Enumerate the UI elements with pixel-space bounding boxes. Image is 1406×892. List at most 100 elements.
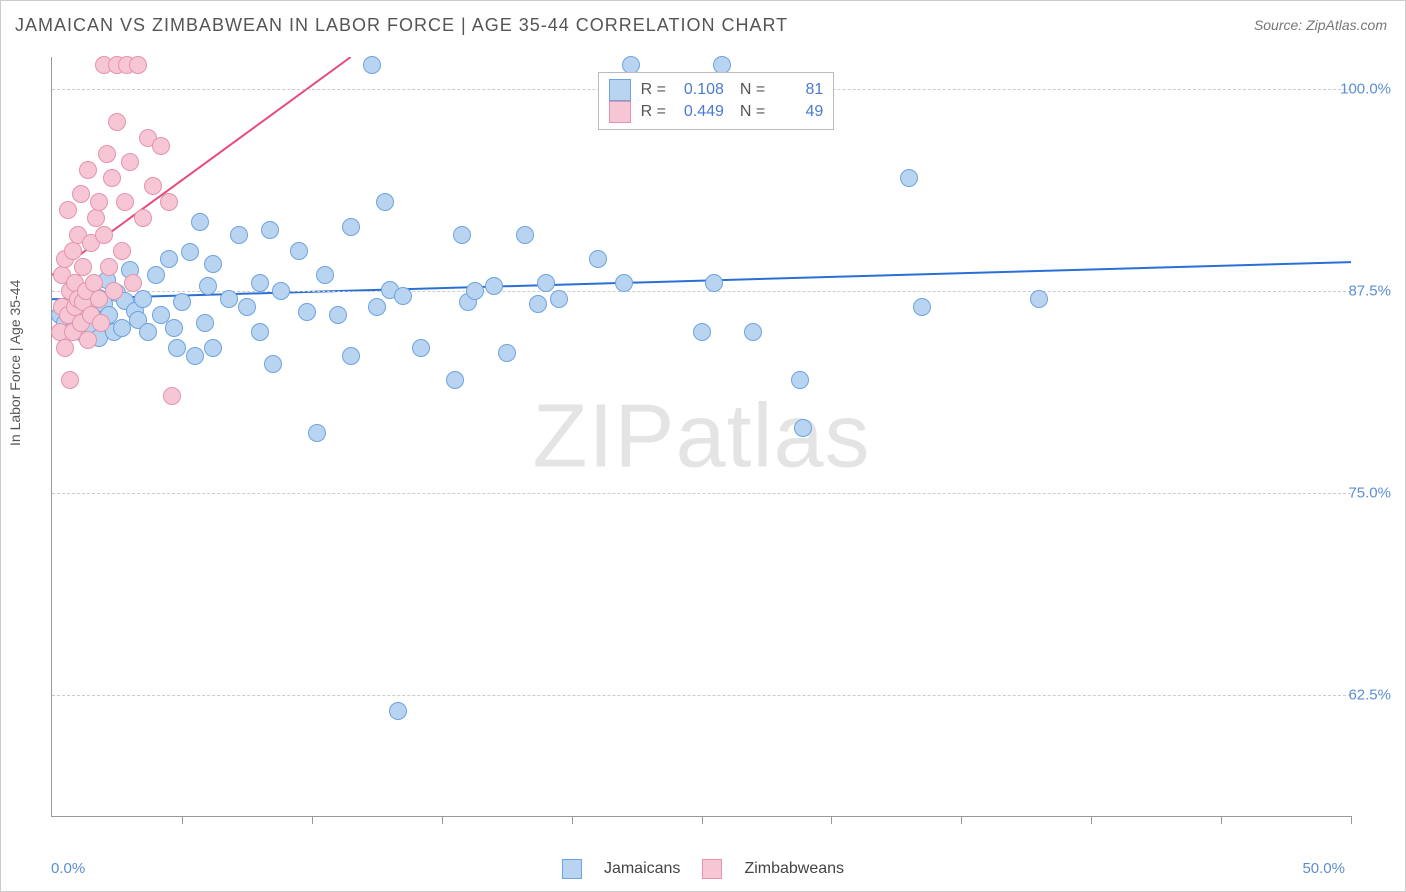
chart-title: JAMAICAN VS ZIMBABWEAN IN LABOR FORCE | … <box>15 15 788 36</box>
data-point <box>152 137 170 155</box>
data-point <box>290 242 308 260</box>
data-point <box>744 323 762 341</box>
stats-row: R =0.449N =49 <box>609 101 824 123</box>
data-point <box>199 277 217 295</box>
data-point <box>298 303 316 321</box>
data-point <box>466 282 484 300</box>
data-point <box>261 221 279 239</box>
data-point <box>147 266 165 284</box>
data-point <box>105 282 123 300</box>
x-tick <box>572 816 573 824</box>
data-point <box>230 226 248 244</box>
stat-n-label: N = <box>740 103 765 121</box>
data-point <box>191 213 209 231</box>
data-point <box>329 306 347 324</box>
data-point <box>389 702 407 720</box>
watermark: ZIPatlas <box>532 385 870 488</box>
data-point <box>615 274 633 292</box>
data-point <box>342 347 360 365</box>
stat-r-label: R = <box>641 103 666 121</box>
data-point <box>59 201 77 219</box>
data-point <box>181 243 199 261</box>
y-tick-label: 75.0% <box>1348 485 1391 502</box>
data-point <box>308 424 326 442</box>
data-point <box>693 323 711 341</box>
data-point <box>705 274 723 292</box>
data-point <box>163 387 181 405</box>
x-tick <box>1351 816 1352 824</box>
gridline <box>52 695 1351 696</box>
source-attribution: Source: ZipAtlas.com <box>1254 17 1387 33</box>
x-tick <box>312 816 313 824</box>
data-point <box>316 266 334 284</box>
data-point <box>160 193 178 211</box>
data-point <box>516 226 534 244</box>
gridline <box>52 291 1351 292</box>
data-point <box>537 274 555 292</box>
data-point <box>124 274 142 292</box>
data-point <box>186 347 204 365</box>
data-point <box>550 290 568 308</box>
data-point <box>134 290 152 308</box>
data-point <box>204 339 222 357</box>
y-tick-label: 100.0% <box>1340 81 1391 98</box>
data-point <box>589 250 607 268</box>
x-tick <box>1091 816 1092 824</box>
legend-swatch-zimbabweans <box>702 859 722 879</box>
x-tick <box>1221 816 1222 824</box>
stat-n-value: 81 <box>771 81 823 99</box>
data-point <box>251 274 269 292</box>
data-point <box>79 161 97 179</box>
data-point <box>251 323 269 341</box>
data-point <box>64 242 82 260</box>
stats-swatch <box>609 79 631 101</box>
data-point <box>220 290 238 308</box>
data-point <box>264 355 282 373</box>
data-point <box>342 218 360 236</box>
data-point <box>74 258 92 276</box>
stat-n-value: 49 <box>771 103 823 121</box>
data-point <box>160 250 178 268</box>
data-point <box>913 298 931 316</box>
y-axis-label: In Labor Force | Age 35-44 <box>7 280 23 446</box>
data-point <box>116 193 134 211</box>
data-point <box>56 339 74 357</box>
x-tick <box>702 816 703 824</box>
chart-container: JAMAICAN VS ZIMBABWEAN IN LABOR FORCE | … <box>0 0 1406 892</box>
plot-area: ZIPatlas R =0.108N =81R =0.449N =49 <box>51 57 1351 817</box>
stats-row: R = 0.108 N = 81 <box>609 79 824 101</box>
data-point <box>529 295 547 313</box>
legend: Jamaicans Zimbabweans <box>562 859 844 879</box>
legend-label-jamaicans: Jamaicans <box>604 860 680 878</box>
data-point <box>90 193 108 211</box>
legend-label-zimbabweans: Zimbabweans <box>744 860 844 878</box>
x-tick <box>961 816 962 824</box>
data-point <box>238 298 256 316</box>
x-tick <box>831 816 832 824</box>
x-tick <box>442 816 443 824</box>
data-point <box>900 169 918 187</box>
regression-line <box>52 262 1351 299</box>
y-tick-label: 87.5% <box>1348 283 1391 300</box>
data-point <box>92 314 110 332</box>
stat-n-label: N = <box>740 81 765 99</box>
data-point <box>129 56 147 74</box>
data-point <box>485 277 503 295</box>
data-point <box>139 323 157 341</box>
data-point <box>368 298 386 316</box>
stat-r-label: R = <box>641 81 666 99</box>
data-point <box>108 113 126 131</box>
stat-r-value: 0.108 <box>672 81 724 99</box>
data-point <box>144 177 162 195</box>
gridline <box>52 493 1351 494</box>
data-point <box>95 226 113 244</box>
x-tick <box>182 816 183 824</box>
data-point <box>134 209 152 227</box>
stats-swatch <box>609 101 631 123</box>
data-point <box>98 145 116 163</box>
regression-layer <box>52 57 1351 816</box>
x-axis-min-label: 0.0% <box>51 860 85 877</box>
data-point <box>113 242 131 260</box>
data-point <box>1030 290 1048 308</box>
stats-box: R =0.108N =81R =0.449N =49 <box>598 72 835 130</box>
